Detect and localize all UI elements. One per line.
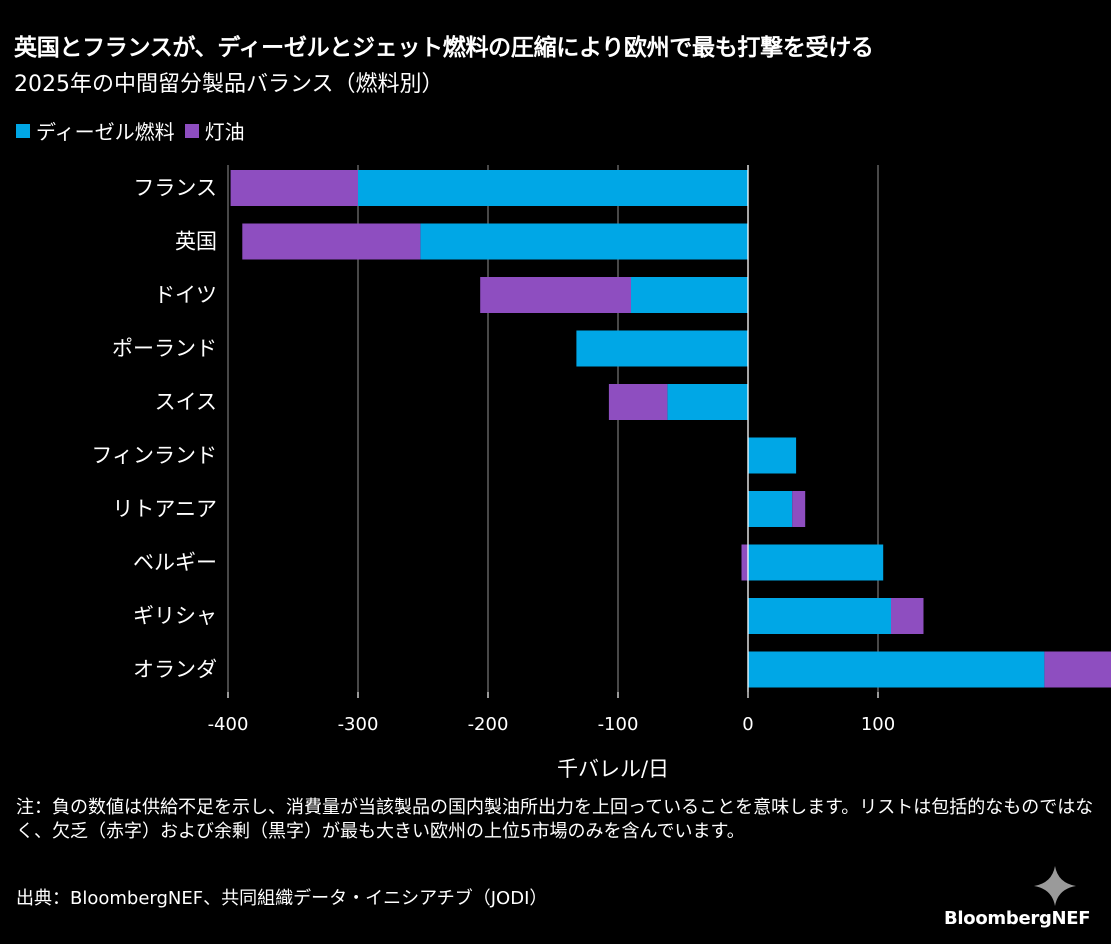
bar-segment [741, 544, 748, 581]
bar-segment [631, 277, 748, 313]
bar-segment [748, 491, 793, 527]
category-label: ベルギー [133, 551, 217, 575]
bar-segment [748, 437, 797, 474]
bloombergnef-logo: BloombergNEF [944, 908, 1091, 929]
legend-label-kerosene: 灯油 [204, 120, 245, 144]
chart-subtitle: 2025年の中間留分製品バランス（燃料別） [14, 72, 444, 97]
footnote: 注：負の数値は供給不足を示し、消費量が当該製品の国内製油所出力を上回っていること… [16, 797, 1094, 842]
chart-title: 英国とフランスが、ディーゼルとジェット燃料の圧縮により欧州で最も打撃を受ける [14, 35, 874, 61]
bar-segment [230, 170, 358, 206]
category-label: ポーランド [112, 337, 217, 361]
category-label: リトアニア [112, 497, 217, 521]
tick-label: -200 [468, 714, 509, 735]
legend: ディーゼル燃料 灯油 [16, 116, 245, 145]
bar-segment [242, 223, 421, 260]
tick-label: 0 [742, 714, 753, 735]
category-label: フィンランド [91, 444, 217, 468]
bar-segment [748, 544, 884, 581]
bar-segment [358, 170, 748, 206]
category-label: フランス [133, 176, 217, 200]
bar-segment [420, 223, 748, 260]
bars [230, 170, 1111, 688]
tick-label: -100 [598, 714, 639, 735]
bar-chart: フランス英国ドイツポーランドスイスフィンランドリトアニアベルギーギリシャオランダ… [91, 165, 1111, 781]
legend-item-diesel: ディーゼル燃料 [16, 116, 175, 145]
category-label: 英国 [175, 230, 217, 254]
x-axis-label: 千バレル/日 [557, 757, 669, 781]
category-label: ドイツ [154, 283, 217, 307]
tick-label: -400 [208, 714, 249, 735]
category-label: オランダ [133, 658, 217, 682]
tick-label: -300 [338, 714, 379, 735]
bar-segment [792, 491, 806, 527]
bar-segment [667, 384, 748, 420]
bar-segment [1044, 651, 1111, 688]
bar-segment [748, 598, 891, 634]
bar-segment [576, 330, 748, 367]
category-label: スイス [155, 390, 217, 414]
legend-swatch-kerosene [184, 123, 199, 138]
category-label: ギリシャ [133, 604, 217, 628]
tick-label: 100 [861, 714, 895, 735]
sparkle-star-icon [1034, 866, 1076, 906]
bar-segment [608, 384, 668, 420]
legend-item-kerosene: 灯油 [184, 116, 245, 145]
legend-swatch-diesel [16, 123, 30, 138]
source-line: 出典：BloombergNEF、共同組織データ・イニシアチブ（JODI） [16, 888, 548, 909]
bar-segment [748, 651, 1045, 688]
bar-segment [480, 277, 631, 313]
legend-label-diesel: ディーゼル燃料 [36, 120, 175, 144]
bar-segment [891, 598, 924, 634]
x-axis: -400-300-200-1000100300400 [208, 165, 895, 735]
